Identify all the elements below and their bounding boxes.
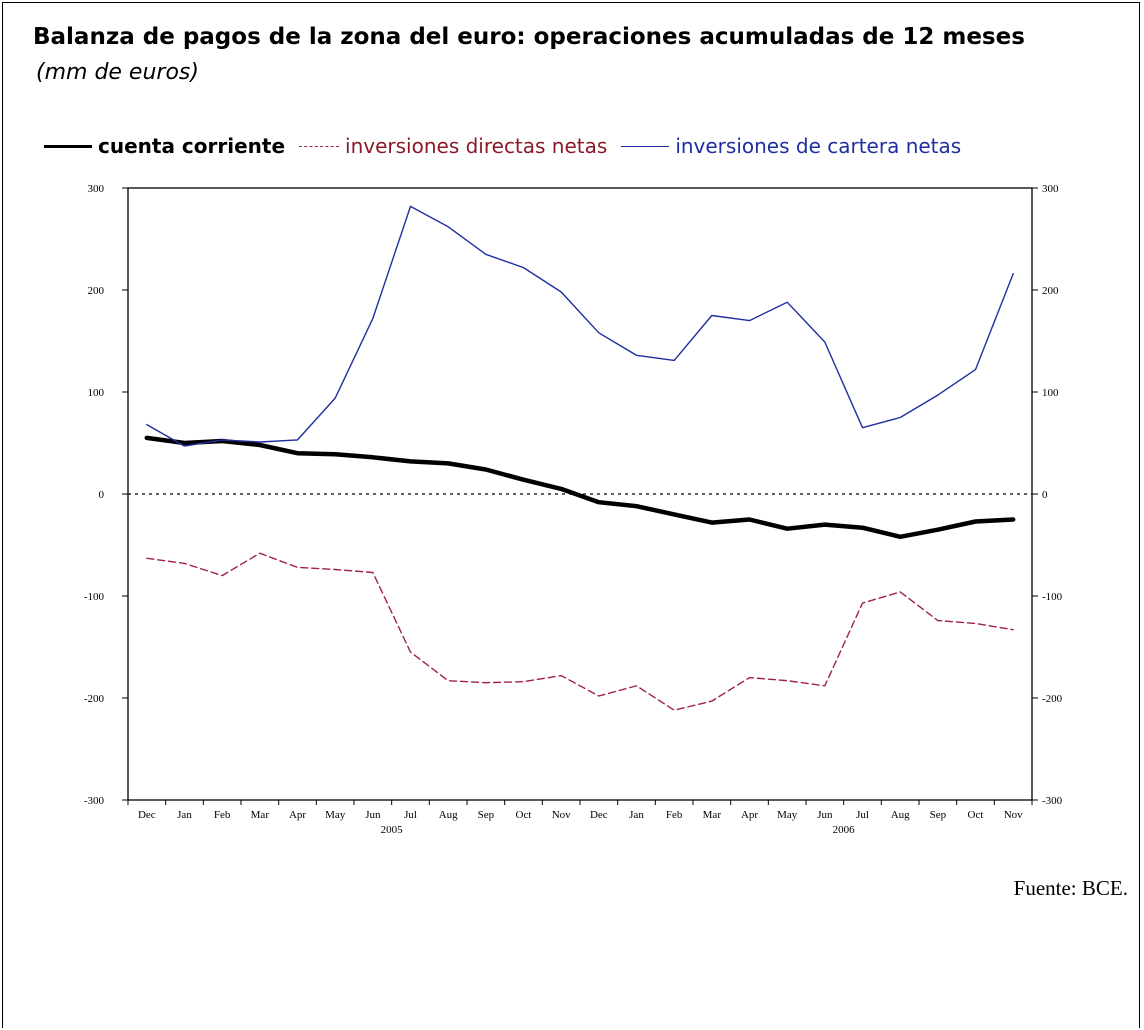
legend-label-inversiones-directas: inversiones directas netas	[345, 134, 608, 158]
x-tick-label: Mar	[703, 809, 722, 821]
y-tick-label-right: 0	[1042, 489, 1048, 501]
x-tick-label: Jul	[856, 809, 869, 821]
y-tick-label-left: -300	[84, 795, 105, 807]
x-tick-label: Aug	[439, 809, 458, 821]
x-tick-label: Dec	[590, 809, 608, 821]
y-tick-label-left: 300	[88, 183, 105, 195]
y-tick-label-left: -100	[84, 591, 105, 603]
y-tick-label-right: -300	[1042, 795, 1063, 807]
y-tick-label-left: -200	[84, 693, 105, 705]
x-tick-label: May	[325, 809, 346, 821]
y-tick-label-right: -100	[1042, 591, 1063, 603]
x-tick-label: Sep	[478, 809, 495, 821]
legend-item-inversiones-directas: inversiones directas netas	[299, 134, 607, 158]
series-cuenta-corriente	[144, 435, 1016, 540]
x-tick-label: Dec	[138, 809, 156, 821]
y-tick-label-right: 300	[1042, 183, 1059, 195]
x-tick-label: Feb	[666, 809, 683, 821]
y-tick-label-left: 0	[99, 489, 105, 501]
x-tick-label: Jan	[629, 809, 644, 821]
legend-swatch-cuenta-corriente	[44, 144, 92, 148]
legend: cuenta corriente inversiones directas ne…	[44, 131, 975, 161]
legend-item-cuenta-corriente: cuenta corriente	[44, 134, 285, 158]
series-inversiones-cartera	[146, 205, 1014, 447]
y-tick-label-right: -200	[1042, 693, 1063, 705]
legend-label-inversiones-cartera: inversiones de cartera netas	[675, 134, 962, 158]
legend-item-inversiones-cartera: inversiones de cartera netas	[621, 134, 961, 158]
x-tick-label: May	[777, 809, 798, 821]
x-tick-label: Mar	[251, 809, 270, 821]
x-tick-label: Jun	[817, 809, 833, 821]
y-tick-label-left: 200	[88, 285, 105, 297]
x-tick-label: Apr	[289, 809, 306, 821]
x-tick-label: Apr	[741, 809, 758, 821]
x-tick-label: Oct	[968, 809, 984, 821]
x-tick-label: Jun	[365, 809, 381, 821]
x-tick-label: Jul	[404, 809, 417, 821]
y-tick-label-left: 100	[88, 387, 105, 399]
x-tick-label: Nov	[552, 809, 571, 821]
legend-label-cuenta-corriente: cuenta corriente	[98, 134, 286, 158]
y-tick-label-right: 100	[1042, 387, 1059, 399]
x-tick-label: Jan	[177, 809, 192, 821]
x-tick-label: Feb	[214, 809, 231, 821]
x-tick-label: Nov	[1004, 809, 1023, 821]
x-tick-label: Aug	[891, 809, 910, 821]
legend-swatch-inversiones-cartera	[621, 145, 670, 147]
series-inversiones-directas	[146, 552, 1014, 711]
source-note: Fuente: BCE.	[1013, 876, 1128, 900]
chart-title: Balanza de pagos de la zona del euro: op…	[33, 24, 1025, 50]
legend-swatch-inversiones-directas	[299, 145, 340, 147]
chart-subtitle: (mm de euros)	[36, 60, 199, 85]
x-year-label: 2005	[381, 824, 404, 836]
x-tick-label: Sep	[930, 809, 947, 821]
y-tick-label-right: 200	[1042, 285, 1059, 297]
x-tick-label: Oct	[516, 809, 532, 821]
x-year-label: 2006	[833, 824, 856, 836]
